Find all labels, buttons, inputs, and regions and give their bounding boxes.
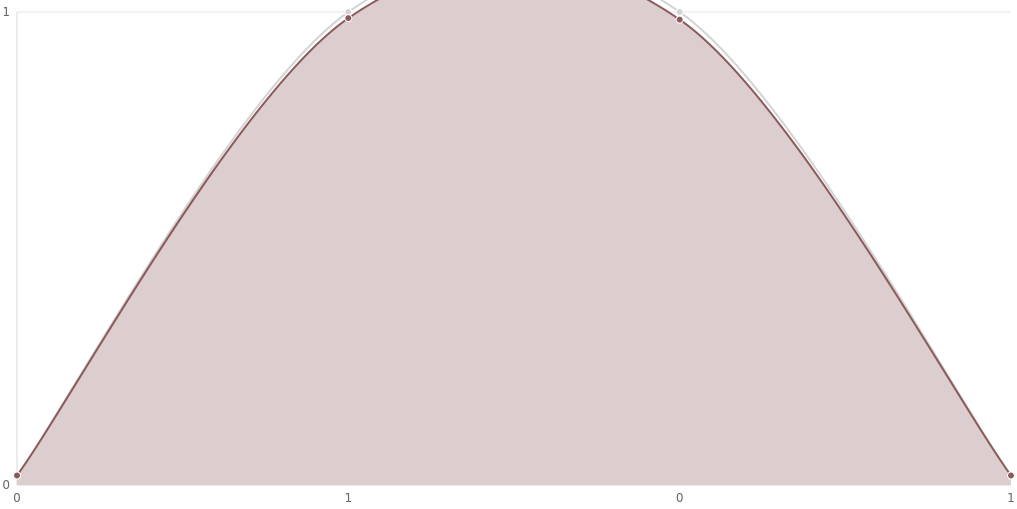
x-tick-label: 0 [676,491,684,505]
x-tick-label: 1 [1007,491,1015,505]
line-layer [16,0,1012,477]
data-point [675,8,684,16]
data-point [344,14,353,23]
x-tick-label: 1 [345,491,353,505]
point-layer [13,8,1015,480]
data-point [1007,471,1015,480]
area-layer [17,0,1011,485]
data-point [13,471,21,480]
series-area-fill [17,0,1011,485]
y-tick-label: 1 [2,5,10,19]
series-line [16,0,1012,477]
data-point [675,15,684,24]
x-tick-label: 0 [13,491,21,505]
y-tick-label: 0 [2,478,10,492]
series-line [16,0,1012,477]
tick-layer: 0 1 0 1 0 1 [2,5,1014,505]
